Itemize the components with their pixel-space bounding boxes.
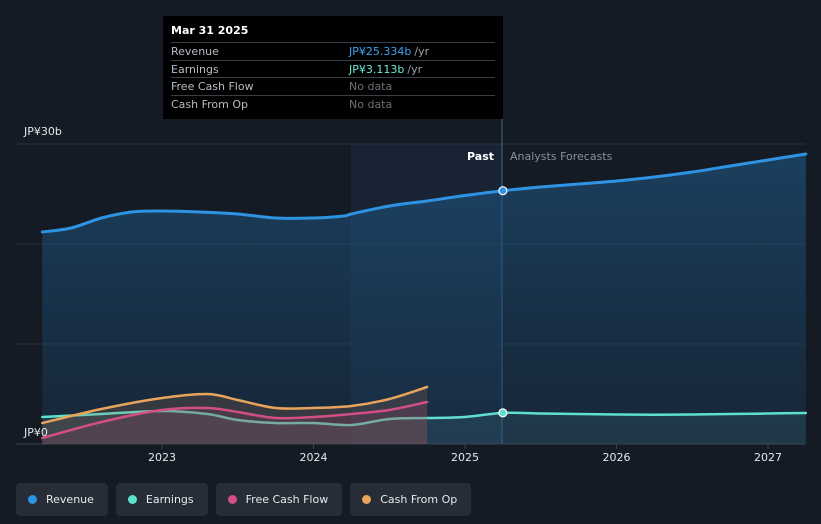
cash-from-op-dot-icon xyxy=(362,495,372,504)
cash-from-op-area xyxy=(42,387,428,444)
revenue-dot-icon xyxy=(28,495,37,504)
free-cash-flow-area xyxy=(42,402,428,444)
x-tick-label: 2025 xyxy=(451,451,479,464)
legend-item-cash-from-op[interactable]: Cash From Op xyxy=(350,483,472,516)
tooltip-row-free-cash-flow: Free Cash Flow No data xyxy=(171,77,495,95)
tooltip-label: Earnings xyxy=(171,62,219,76)
tooltip-value-cash-from-op: No data xyxy=(349,97,393,111)
free-cash-flow-dot-icon xyxy=(227,495,237,504)
tooltip-label: Revenue xyxy=(171,45,219,58)
x-tick-label: 2027 xyxy=(754,451,782,464)
tooltip-unit: /yr xyxy=(414,45,430,58)
tooltip-row-revenue: Revenue JP¥25.334b /yr xyxy=(171,42,495,60)
tooltip-label: Cash From Op xyxy=(171,97,249,111)
x-tick-label: 2023 xyxy=(148,451,176,464)
earnings-area xyxy=(42,411,806,444)
legend-item-free-cash-flow[interactable]: Free Cash Flow xyxy=(215,483,343,516)
legend-label: Earnings xyxy=(145,493,194,506)
tooltip-date: Mar 31 2025 xyxy=(171,24,249,37)
legend-label: Cash From Op xyxy=(380,493,458,506)
tooltip-unit: /yr xyxy=(407,62,423,76)
earnings-line xyxy=(41,409,808,427)
tooltip-row-cash-from-op: Cash From Op No data xyxy=(171,94,495,113)
revenue-line xyxy=(40,152,808,234)
y-axis-label-top: JP¥30b xyxy=(23,125,62,138)
revenue-highlight-point[interactable] xyxy=(498,186,508,196)
tooltip-value-earnings: JP¥3.113b xyxy=(349,62,405,76)
past-label: Past xyxy=(467,150,494,163)
legend-label: Revenue xyxy=(46,493,94,506)
chart-legend: Revenue Earnings Free Cash Flow Cash Fro… xyxy=(16,483,472,516)
cash-from-op-line xyxy=(41,385,429,425)
forecast-label: Analysts Forecasts xyxy=(510,150,613,163)
tooltip-row-earnings: Earnings JP¥3.113b /yr xyxy=(171,59,495,78)
tooltip-value-revenue: JP¥25.334b xyxy=(349,45,412,58)
earnings-highlight-point[interactable] xyxy=(498,408,508,418)
legend-item-revenue[interactable]: Revenue xyxy=(16,483,108,516)
x-tick-label: 2024 xyxy=(300,451,328,464)
tooltip-value-free-cash-flow: No data xyxy=(349,80,393,93)
data-tooltip: Mar 31 2025 Revenue JP¥25.334b /yr Earni… xyxy=(163,16,503,119)
x-tick-label: 2026 xyxy=(603,451,631,464)
earnings-dot-icon xyxy=(127,495,137,504)
tooltip-label: Free Cash Flow xyxy=(171,80,254,93)
legend-label: Free Cash Flow xyxy=(245,493,329,506)
revenue-area xyxy=(42,154,806,444)
y-axis-label-bottom: JP¥0 xyxy=(23,426,48,439)
free-cash-flow-line xyxy=(41,400,429,440)
legend-item-earnings[interactable]: Earnings xyxy=(115,483,208,516)
